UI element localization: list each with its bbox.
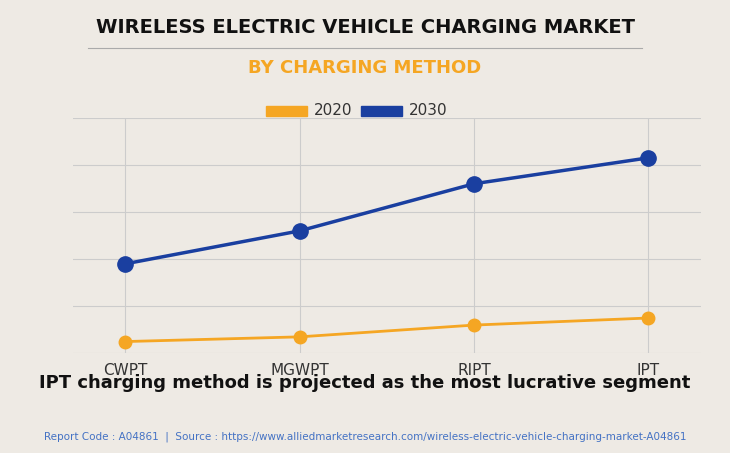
- 2020: [644, 315, 653, 321]
- 2020: [121, 339, 130, 344]
- Text: WIRELESS ELECTRIC VEHICLE CHARGING MARKET: WIRELESS ELECTRIC VEHICLE CHARGING MARKE…: [96, 18, 634, 37]
- Line: 2020: 2020: [119, 312, 655, 348]
- Text: 2020: 2020: [314, 103, 353, 119]
- Text: Report Code : A04861  |  Source : https://www.alliedmarketresearch.com/wireless-: Report Code : A04861 | Source : https://…: [44, 431, 686, 442]
- 2020: [469, 323, 478, 328]
- Line: 2030: 2030: [118, 150, 656, 271]
- 2030: [296, 228, 304, 234]
- Text: 2030: 2030: [409, 103, 447, 119]
- 2030: [644, 155, 653, 160]
- Text: BY CHARGING METHOD: BY CHARGING METHOD: [248, 59, 482, 77]
- Text: IPT charging method is projected as the most lucrative segment: IPT charging method is projected as the …: [39, 374, 691, 392]
- 2020: [296, 334, 304, 340]
- 2030: [121, 261, 130, 266]
- 2030: [469, 181, 478, 187]
